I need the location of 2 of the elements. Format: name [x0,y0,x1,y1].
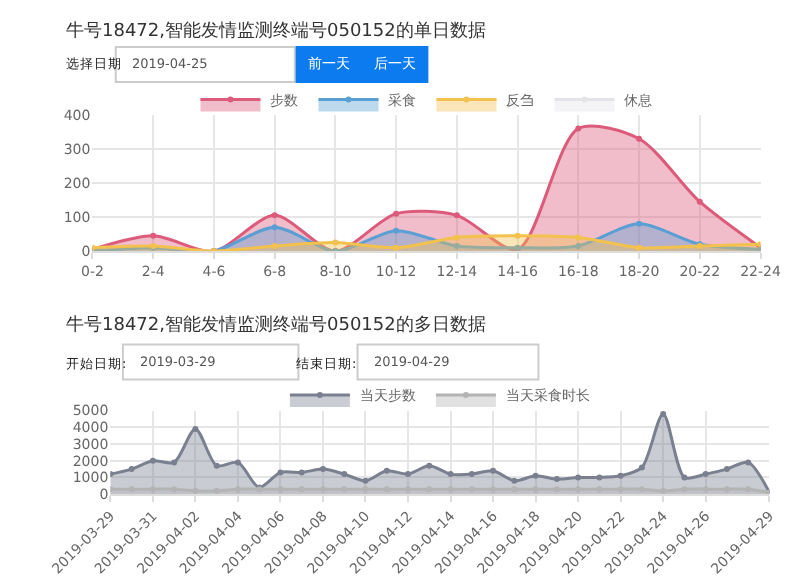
chart-title: 牛号18472,智能发情监测终端号050152的多日数据 [66,314,486,336]
chart-title: 牛号18472,智能发情监测终端号050152的单日数据 [66,20,486,42]
